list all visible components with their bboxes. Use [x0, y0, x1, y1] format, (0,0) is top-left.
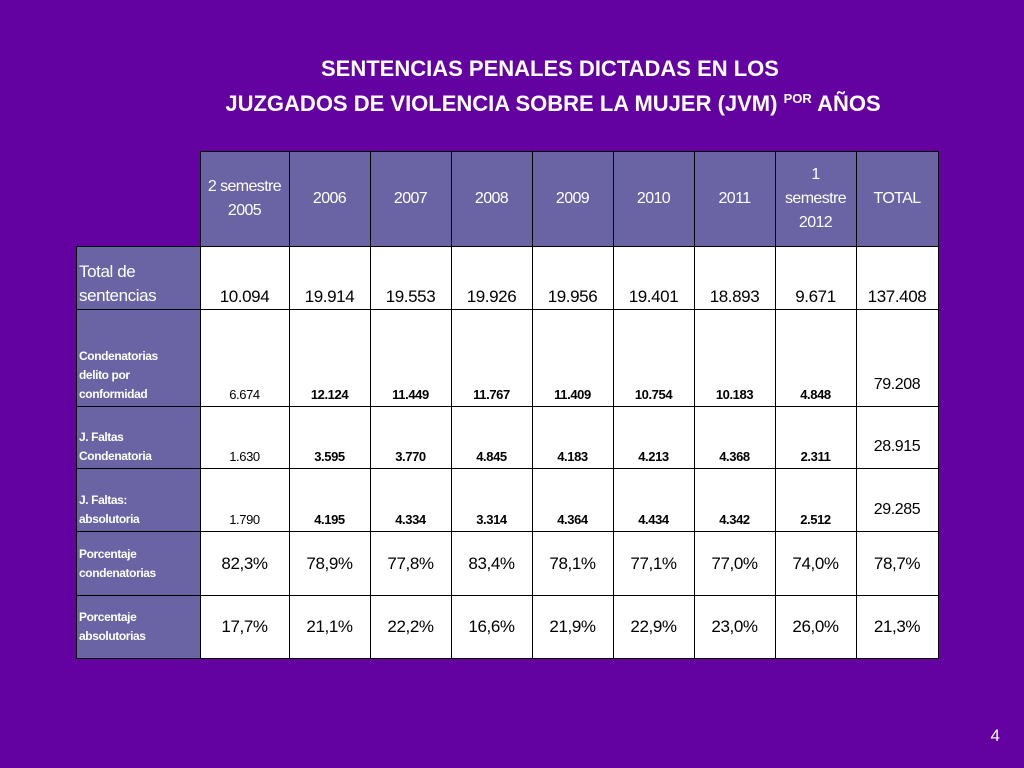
table-cell: 78,1%	[531, 531, 614, 596]
table-row: Porcentaje absolutorias 17,7% 21,1% 22,2%…	[76, 595, 939, 659]
table-cell: 22,2%	[369, 595, 452, 659]
table-cell: 4.368	[693, 406, 776, 469]
row-label: J. Faltas: absolutoria	[76, 468, 201, 532]
header-cell-2012: 1 semestre 2012	[774, 151, 857, 247]
header-row: 2 semestre 2005 2006 2007 2008 2009 2010 …	[76, 151, 939, 247]
table-cell: 10.754	[612, 309, 695, 407]
table-cell: 23,0%	[693, 595, 776, 659]
table-cell: 4.364	[531, 468, 614, 532]
table-cell: 19.914	[288, 246, 371, 310]
table-row: J. Faltas Condenatoria 1.630 3.595 3.770 …	[76, 406, 939, 469]
header-corner	[76, 151, 201, 247]
title-superscript: POR	[783, 91, 812, 106]
table-cell: 28.915	[855, 406, 939, 469]
header-cell-total: TOTAL	[855, 151, 939, 247]
table-cell: 11.449	[369, 309, 452, 407]
table-cell: 83,4%	[450, 531, 533, 596]
header-cell-2011: 2011	[693, 151, 776, 247]
table-cell: 12.124	[288, 309, 371, 407]
table-row: Total de sentencias 10.094 19.914 19.553 …	[76, 246, 939, 310]
row-label: Total de sentencias	[76, 246, 201, 310]
table-cell: 19.401	[612, 246, 695, 310]
table-row: Porcentaje condenatorias 82,3% 78,9% 77,8…	[76, 531, 939, 596]
table-cell: 4.342	[693, 468, 776, 532]
table-cell: 3.314	[450, 468, 533, 532]
table-cell: 4.334	[369, 468, 452, 532]
table-row: J. Faltas: absolutoria 1.790 4.195 4.334 …	[76, 468, 939, 532]
table-cell: 21,9%	[531, 595, 614, 659]
table-cell: 29.285	[855, 468, 939, 532]
table-cell: 137.408	[855, 246, 939, 310]
table-cell: 79.208	[855, 309, 939, 407]
header-cell-2008: 2008	[450, 151, 533, 247]
table-cell: 6.674	[199, 309, 290, 407]
table-cell: 10.183	[693, 309, 776, 407]
table-cell: 10.094	[199, 246, 290, 310]
table-cell: 26,0%	[774, 595, 857, 659]
table-cell: 4.848	[774, 309, 857, 407]
table-cell: 11.767	[450, 309, 533, 407]
table-cell: 74,0%	[774, 531, 857, 596]
table-cell: 16,6%	[450, 595, 533, 659]
title-line-2-main: JUZGADOS DE VIOLENCIA SOBRE LA MUJER (JV…	[225, 91, 778, 116]
header-cell-2005: 2 semestre 2005	[199, 151, 290, 247]
table-cell: 82,3%	[199, 531, 290, 596]
header-cell-2010: 2010	[612, 151, 695, 247]
table-cell: 11.409	[531, 309, 614, 407]
table-row: Condenatorias delito por conformidad 6.674…	[76, 309, 939, 407]
table-cell: 1.790	[199, 468, 290, 532]
table-cell: 22,9%	[612, 595, 695, 659]
title-line-2: JUZGADOS DE VIOLENCIA SOBRE LA MUJER (JV…	[0, 84, 1024, 119]
table-cell: 77,8%	[369, 531, 452, 596]
table-cell: 4.434	[612, 468, 695, 532]
table-cell: 4.213	[612, 406, 695, 469]
table-cell: 4.845	[450, 406, 533, 469]
table-cell: 4.195	[288, 468, 371, 532]
row-label: Porcentaje condenatorias	[76, 531, 201, 596]
table-cell: 21,1%	[288, 595, 371, 659]
table-cell: 21,3%	[855, 595, 939, 659]
header-cell-2009: 2009	[531, 151, 614, 247]
table-cell: 77,0%	[693, 531, 776, 596]
header-cell-2007: 2007	[369, 151, 452, 247]
table-cell: 78,7%	[855, 531, 939, 596]
row-label: Condenatorias delito por conformidad	[76, 309, 201, 407]
table-cell: 2.512	[774, 468, 857, 532]
sentences-table: 2 semestre 2005 2006 2007 2008 2009 2010 …	[76, 151, 939, 659]
table-cell: 2.311	[774, 406, 857, 469]
page-number: 4	[990, 726, 1000, 745]
table-cell: 3.595	[288, 406, 371, 469]
table-cell: 4.183	[531, 406, 614, 469]
table-cell: 3.770	[369, 406, 452, 469]
table-cell: 77,1%	[612, 531, 695, 596]
row-label: Porcentaje absolutorias	[76, 595, 201, 659]
table-cell: 17,7%	[199, 595, 290, 659]
title-line-1: SENTENCIAS PENALES DICTADAS EN LOS	[321, 56, 779, 81]
table-cell: 19.553	[369, 246, 452, 310]
header-cell-2006: 2006	[288, 151, 371, 247]
row-label: J. Faltas Condenatoria	[76, 406, 201, 469]
table-cell: 78,9%	[288, 531, 371, 596]
table-cell: 1.630	[199, 406, 290, 469]
table-cell: 19.926	[450, 246, 533, 310]
table-cell: 18.893	[693, 246, 776, 310]
title-line-2-end: AÑOS	[817, 91, 881, 116]
table-cell: 19.956	[531, 246, 614, 310]
table-cell: 9.671	[774, 246, 857, 310]
